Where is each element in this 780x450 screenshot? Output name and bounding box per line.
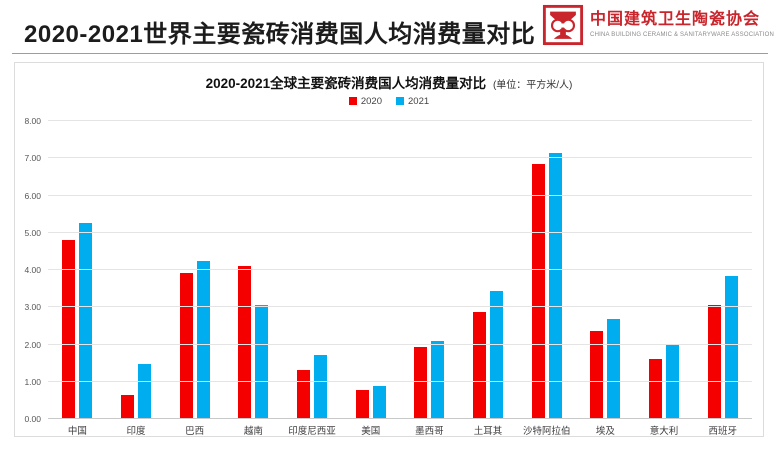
bar-2020-沙特阿拉伯: [531, 163, 545, 419]
bar-group-印度尼西亚: [283, 121, 342, 419]
page-title: 2020-2021世界主要瓷砖消费国人均消费量对比: [24, 21, 536, 48]
bar-2020-土耳其: [473, 311, 487, 419]
bar-2021-美国: [372, 386, 386, 419]
legend-swatch-2020: [348, 97, 357, 105]
bar-group-巴西: [165, 121, 224, 419]
y-axis-tick-label: 3.00: [24, 302, 41, 313]
bar-2021-沙特阿拉伯: [548, 153, 562, 419]
gridline: [48, 231, 752, 233]
association-logo: 中国建筑卫生陶瓷协会 CHINA BUILDING CERAMIC & SANI…: [542, 4, 774, 46]
bar-2021-中国: [79, 222, 93, 419]
x-axis-tick-label: 美国: [361, 426, 381, 437]
gridline: [48, 157, 752, 159]
y-axis-tick-label: 4.00: [24, 265, 41, 275]
x-axis-tick-label: 土耳其: [473, 426, 503, 437]
y-axis-tick-label: 5.00: [24, 227, 41, 238]
bar-group-美国: [341, 121, 400, 419]
y-axis-tick-label: 0.00: [24, 414, 41, 424]
bar-2020-巴西: [179, 273, 193, 419]
gridline: [48, 194, 752, 196]
x-axis-tick-label: 沙特阿拉伯: [522, 426, 571, 437]
bar-group-墨西哥: [400, 121, 459, 419]
bar-group-埃及: [576, 121, 635, 419]
x-axis-tick-label: 埃及: [595, 426, 615, 437]
header-divider: [12, 53, 768, 54]
x-axis-labels: 中国 印度 巴西 越南 印度尼西亚 美国 墨西哥 土耳其 沙特阿拉伯 埃及 意大利 西班牙: [48, 423, 752, 437]
bar-2020-西班牙: [707, 305, 721, 419]
legend-item-2021: 2021: [396, 96, 429, 107]
association-name-en: CHINA BUILDING CERAMIC & SANITARYWARE AS…: [590, 31, 774, 38]
bar-2021-越南: [255, 305, 269, 419]
bar-2020-埃及: [590, 330, 604, 419]
x-axis-tick-label: 印度尼西亚: [288, 426, 336, 437]
plot-area: [48, 120, 752, 419]
bar-2020-印度: [121, 394, 134, 419]
chart-legend: 2020 2021: [15, 94, 763, 108]
x-axis-tick-label: 墨西哥: [415, 426, 444, 437]
x-axis-tick-label: 西班牙: [708, 426, 737, 437]
bar-2020-意大利: [649, 358, 663, 419]
legend-label: 2021: [408, 95, 430, 107]
chart-panel: 2020-2021全球主要瓷砖消费国人均消费量对比 (单位：平方米/人) 202…: [14, 62, 764, 437]
bar-2020-墨西哥: [414, 347, 428, 419]
bar-2020-印度尼西亚: [297, 370, 311, 419]
chart-unit-note: (单位：平方米/人): [492, 80, 573, 91]
gridline: [48, 120, 752, 121]
gridline: [48, 380, 752, 382]
bar-group-意大利: [635, 121, 694, 419]
bar-2021-印度尼西亚: [314, 354, 328, 419]
y-axis-tick-label: 7.00: [24, 153, 41, 164]
x-axis-tick-label: 巴西: [185, 426, 205, 437]
bar-2021-土耳其: [490, 290, 504, 419]
bar-group-越南: [224, 121, 283, 419]
bar-2021-西班牙: [724, 275, 738, 419]
bar-2021-墨西哥: [431, 340, 445, 419]
bar-2020-美国: [355, 389, 369, 419]
bar-2021-印度: [138, 364, 151, 419]
bar-group-西班牙: [693, 121, 752, 419]
y-axis-tick-label: 2.00: [24, 339, 41, 350]
chart-title: 2020-2021全球主要瓷砖消费国人均消费量对比 (单位：平方米/人): [15, 72, 763, 92]
x-axis-tick-label: 印度: [126, 426, 146, 437]
association-name-cn: 中国建筑卫生陶瓷协会: [590, 11, 761, 29]
gridline: [48, 343, 752, 345]
bar-2021-巴西: [196, 260, 210, 419]
bar-group-沙特阿拉伯: [517, 121, 576, 419]
bar-2020-越南: [238, 265, 252, 419]
chart-title-text: 2020-2021全球主要瓷砖消费国人均消费量对比: [205, 76, 487, 91]
legend-swatch-2021: [396, 97, 404, 105]
bar-2020-中国: [62, 240, 76, 419]
x-axis-tick-label: 越南: [243, 426, 263, 437]
y-axis-tick-label: 1.00: [24, 376, 41, 387]
bar-group-印度: [107, 121, 166, 419]
legend-label: 2020: [360, 95, 382, 107]
bar-group-中国: [48, 121, 107, 419]
gridline: [48, 269, 752, 270]
bar-group-土耳其: [459, 121, 518, 419]
gridline: [48, 306, 752, 308]
y-axis-tick-label: 8.00: [24, 116, 41, 126]
association-logo-icon: [543, 4, 584, 46]
legend-item-2020: 2020: [348, 95, 382, 107]
bar-2021-埃及: [607, 319, 621, 419]
x-axis-tick-label: 中国: [67, 426, 87, 437]
bar-groups: [48, 121, 752, 419]
gridline: [48, 418, 752, 419]
y-axis-tick-label: 6.00: [24, 190, 41, 201]
x-axis-tick-label: 意大利: [649, 426, 679, 437]
